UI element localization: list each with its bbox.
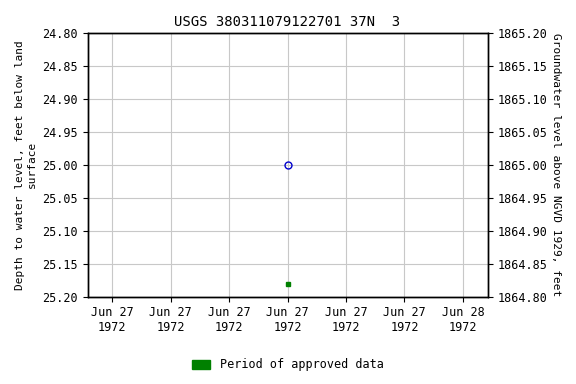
Y-axis label: Groundwater level above NGVD 1929, feet: Groundwater level above NGVD 1929, feet: [551, 33, 561, 296]
Title: USGS 380311079122701 37N  3: USGS 380311079122701 37N 3: [175, 15, 400, 29]
Legend: Period of approved data: Period of approved data: [188, 354, 388, 376]
Y-axis label: Depth to water level, feet below land
surface: Depth to water level, feet below land su…: [15, 40, 37, 290]
